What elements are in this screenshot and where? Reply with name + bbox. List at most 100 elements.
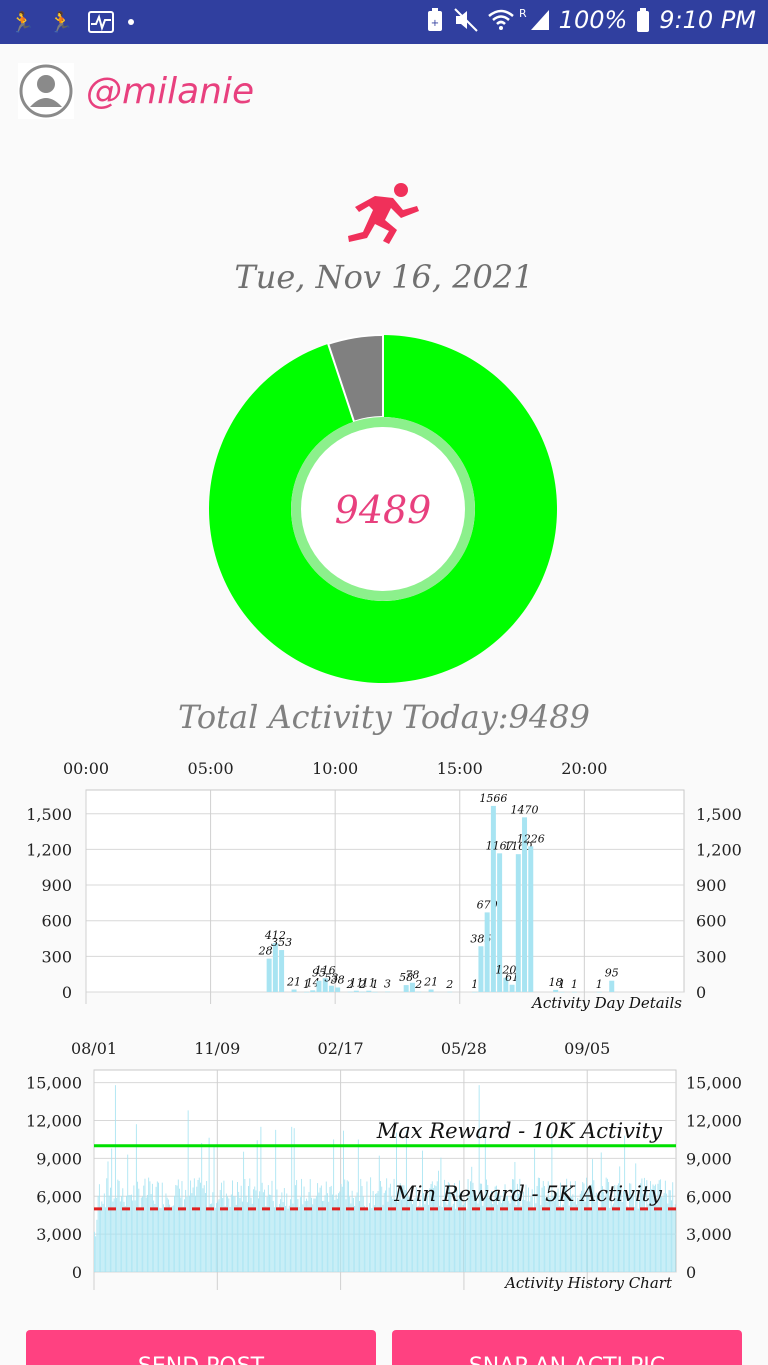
history-bar xyxy=(128,1195,130,1272)
history-bar xyxy=(224,1206,226,1272)
day-bar-label: 353 xyxy=(271,936,292,949)
history-bar xyxy=(488,1198,490,1272)
day-bar xyxy=(522,817,528,992)
history-bar xyxy=(521,1199,523,1272)
day-x-tick: 00:00 xyxy=(63,759,109,778)
history-bar xyxy=(180,1197,182,1272)
day-bar xyxy=(503,977,509,992)
history-bar xyxy=(193,1178,195,1272)
history-bar xyxy=(213,1145,215,1272)
username[interactable]: @milanie xyxy=(86,70,255,112)
history-bar xyxy=(389,1183,391,1272)
history-bar xyxy=(155,1186,157,1272)
history-bar xyxy=(662,1197,664,1272)
history-bar xyxy=(467,1179,469,1272)
history-bar xyxy=(509,1203,511,1272)
history-bar xyxy=(156,1181,158,1272)
history-bar xyxy=(246,1202,248,1272)
history-bar xyxy=(431,1181,433,1272)
history-bar xyxy=(103,1193,105,1272)
history-bar xyxy=(357,1139,359,1272)
activity-donut-chart: 9489 xyxy=(209,333,557,683)
profile-header[interactable]: @milanie xyxy=(18,62,254,120)
history-bar xyxy=(609,1207,611,1272)
history-bar xyxy=(149,1181,151,1272)
history-bar xyxy=(269,1194,270,1272)
history-bar xyxy=(164,1207,166,1272)
history-bar xyxy=(267,1185,269,1272)
history-bar xyxy=(294,1185,296,1272)
history-bar xyxy=(98,1184,100,1272)
clock: 9:10 PM xyxy=(659,6,756,34)
history-bar xyxy=(170,1208,172,1272)
more-notifications-dot-icon xyxy=(127,19,134,25)
day-bar-label: 1167 xyxy=(486,839,514,852)
history-bar xyxy=(355,1196,357,1272)
history-bar xyxy=(421,1150,423,1272)
history-bar xyxy=(148,1177,150,1272)
history-bar xyxy=(605,1177,607,1272)
history-bar xyxy=(214,1207,216,1272)
history-bar xyxy=(420,1206,422,1272)
history-bar xyxy=(133,1185,135,1272)
history-bar xyxy=(540,1205,542,1272)
history-bar xyxy=(320,1185,322,1272)
history-bar xyxy=(539,1177,540,1272)
history-bar xyxy=(568,1205,570,1272)
history-bar xyxy=(476,1195,478,1272)
history-bar xyxy=(479,1183,481,1272)
history-bar xyxy=(377,1191,379,1272)
history-bar xyxy=(428,1204,430,1272)
day-bar-label: 412 xyxy=(264,929,286,942)
history-bar xyxy=(261,1182,263,1272)
history-bar xyxy=(438,1170,439,1272)
history-bar xyxy=(625,1194,627,1272)
day-bar-label: 21 xyxy=(286,976,301,989)
history-bar xyxy=(587,1194,589,1272)
history-bar xyxy=(204,1193,206,1272)
history-bar xyxy=(293,1128,295,1272)
activity-history-chart: 0 0 3,000 3,000 6,000 6,000 9,000 9,000 12,000 12… xyxy=(26,1039,742,1292)
history-bar xyxy=(510,1195,512,1272)
day-bar-label: 11 xyxy=(362,977,376,990)
day-bar-label: 2 xyxy=(346,978,354,991)
history-bar xyxy=(475,1190,476,1272)
history-bar xyxy=(466,1208,468,1272)
day-y-tick-left: 300 xyxy=(41,947,72,966)
history-bar xyxy=(253,1189,254,1272)
history-bar xyxy=(229,1206,231,1272)
signal-icon xyxy=(530,10,549,30)
history-bar xyxy=(124,1206,126,1272)
avatar-icon[interactable] xyxy=(18,63,74,119)
history-bar xyxy=(664,1180,666,1272)
history-bar xyxy=(631,1194,633,1272)
history-bar xyxy=(413,1200,415,1272)
history-bar xyxy=(238,1191,240,1272)
history-bar xyxy=(143,1185,145,1272)
history-bar xyxy=(281,1192,283,1272)
history-bar xyxy=(207,1207,209,1272)
day-bar-label: 1 xyxy=(372,978,379,991)
wifi-icon xyxy=(488,9,514,30)
history-bar xyxy=(266,1196,268,1272)
history-bar xyxy=(291,1126,293,1272)
history-bar xyxy=(429,1188,431,1272)
history-bar xyxy=(412,1204,413,1272)
history-bar xyxy=(248,1186,249,1272)
history-bar xyxy=(646,1180,648,1272)
send-post-button[interactable]: SEND POST xyxy=(26,1330,376,1365)
history-bar xyxy=(562,1204,564,1272)
history-bar xyxy=(375,1193,376,1272)
history-bar xyxy=(515,1204,517,1272)
history-bar xyxy=(202,1188,204,1272)
history-bar xyxy=(349,1196,351,1272)
history-bar xyxy=(209,1204,211,1272)
day-y-tick-left: 600 xyxy=(41,912,72,931)
day-bar-label: 2 xyxy=(358,978,366,991)
signal-roaming-label: R xyxy=(519,6,527,20)
history-bar xyxy=(301,1178,303,1272)
history-bar xyxy=(560,1182,561,1272)
snap-pic-button[interactable]: SNAP AN ACTI PIC xyxy=(392,1330,742,1365)
history-bar xyxy=(134,1200,136,1272)
history-bar xyxy=(203,1185,205,1272)
